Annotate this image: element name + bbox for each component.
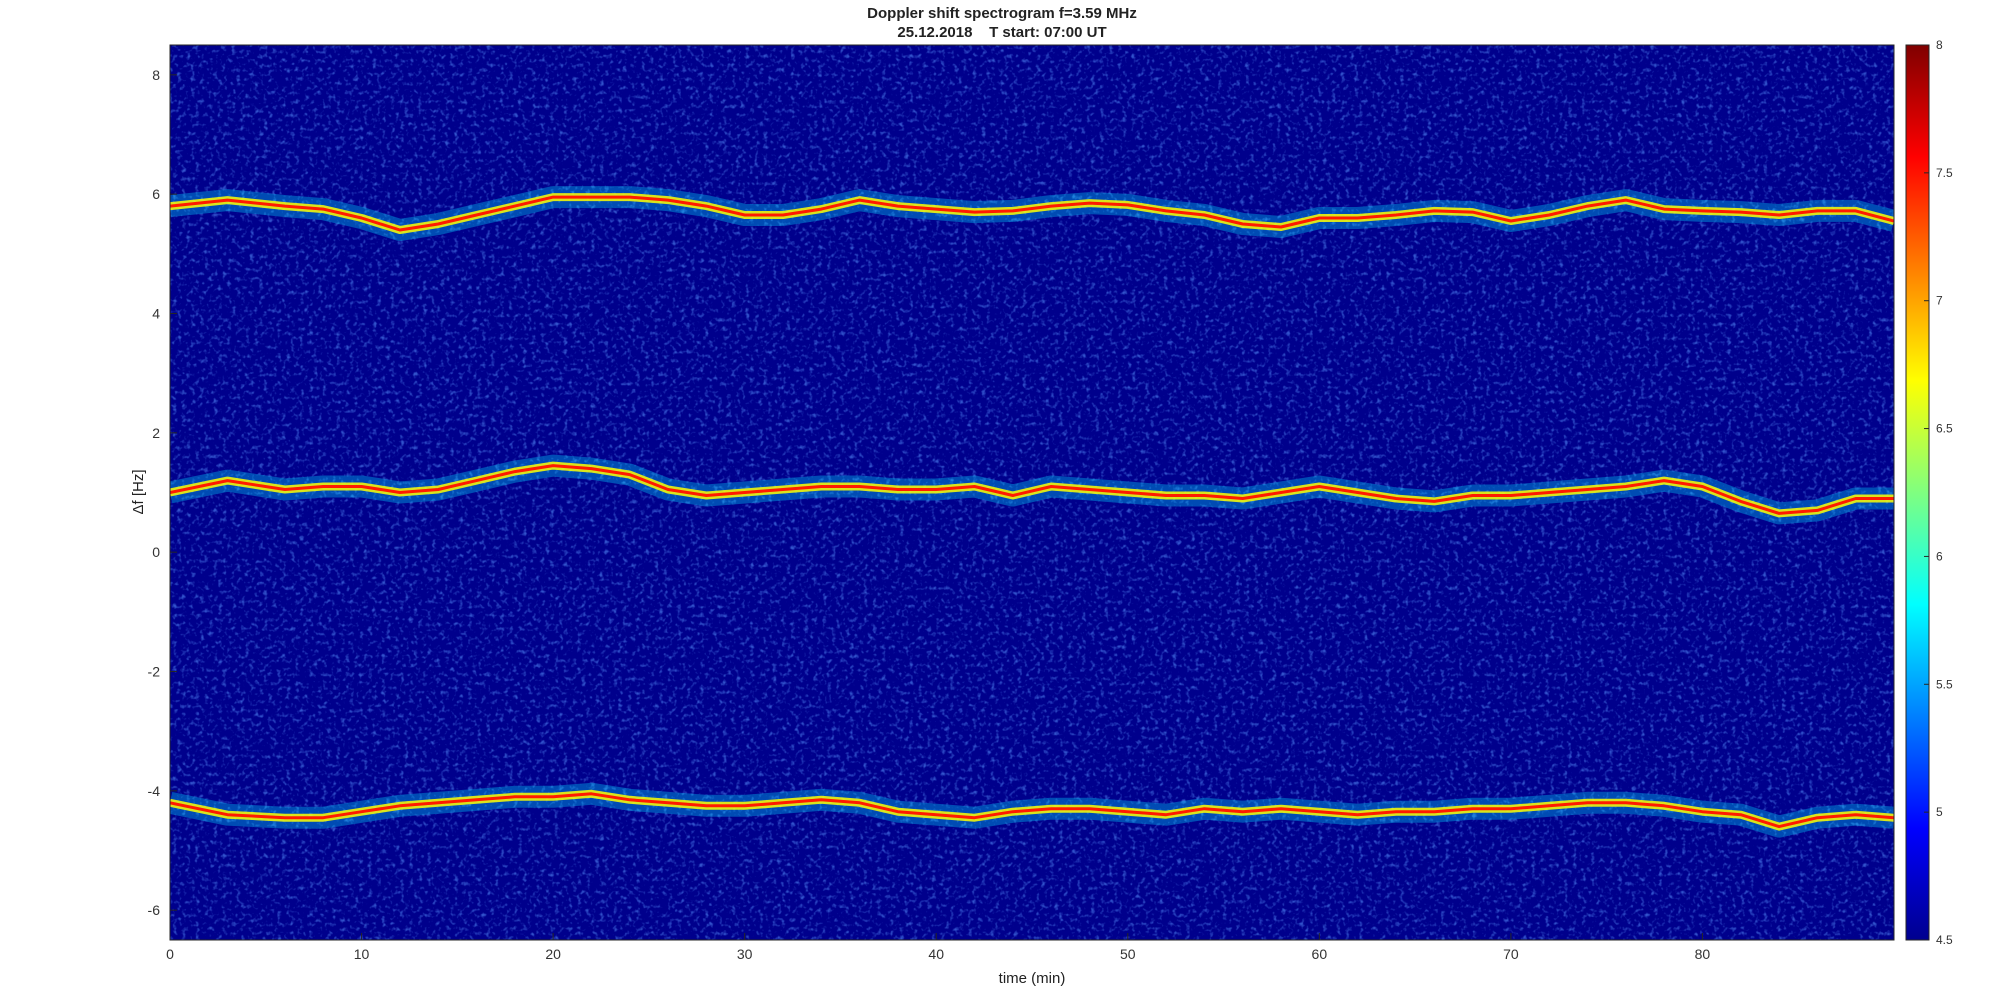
x-tick-label: 0 bbox=[166, 946, 174, 962]
y-tick-label: 2 bbox=[152, 425, 160, 441]
colorbar-tick-label: 6.5 bbox=[1936, 422, 1953, 436]
colorbar-tick-label: 6 bbox=[1936, 549, 1943, 563]
plot-frame bbox=[169, 44, 1895, 941]
y-tick-label: -4 bbox=[148, 783, 161, 799]
y-tick-label: 6 bbox=[152, 186, 160, 202]
trace-2-core bbox=[170, 464, 1894, 515]
x-tick-label: 40 bbox=[928, 946, 944, 962]
y-tick-label: 4 bbox=[152, 306, 160, 322]
colorbar bbox=[1905, 44, 1930, 941]
plot-area bbox=[170, 45, 1894, 940]
y-tick-label: -2 bbox=[148, 664, 161, 680]
x-tick-label: 50 bbox=[1120, 946, 1136, 962]
y-axis-label: Δf [Hz] bbox=[130, 469, 147, 514]
x-axis: 0 10 20 30 40 50 60 70 80 bbox=[166, 933, 1710, 962]
colorbar-tick-label: 7 bbox=[1936, 294, 1943, 308]
x-axis-label: time (min) bbox=[999, 970, 1066, 987]
x-tick-label: 70 bbox=[1503, 946, 1519, 962]
x-tick-label: 80 bbox=[1695, 946, 1711, 962]
colorbar-tick-label: 5 bbox=[1936, 805, 1943, 819]
x-tick-label: 10 bbox=[354, 946, 370, 962]
x-tick-label: 30 bbox=[737, 946, 753, 962]
y-tick-label: -6 bbox=[148, 902, 161, 918]
trace-1-core bbox=[170, 195, 1894, 232]
x-tick-label: 20 bbox=[545, 946, 561, 962]
colorbar-tick-label: 5.5 bbox=[1936, 677, 1953, 691]
y-tick-label: 8 bbox=[152, 67, 160, 83]
y-tick-label: 0 bbox=[152, 544, 160, 560]
chart-title: Doppler shift spectrogram f=3.59 MHz bbox=[867, 5, 1137, 22]
colorbar-tick-label: 8 bbox=[1936, 38, 1943, 52]
colorbar-ticks: 8 7.5 7 6.5 6 5.5 5 4.5 bbox=[1924, 38, 1953, 947]
colorbar-tick-label: 7.5 bbox=[1936, 166, 1953, 180]
colorbar-tick-label: 4.5 bbox=[1936, 933, 1953, 947]
trace-3-core bbox=[170, 792, 1894, 829]
chart-subtitle: 25.12.2018 T start: 07:00 UT bbox=[897, 24, 1106, 41]
signal-traces bbox=[170, 186, 1894, 838]
y-axis: 8 6 4 2 0 -2 -4 -6 bbox=[148, 67, 177, 918]
x-tick-label: 60 bbox=[1312, 946, 1328, 962]
